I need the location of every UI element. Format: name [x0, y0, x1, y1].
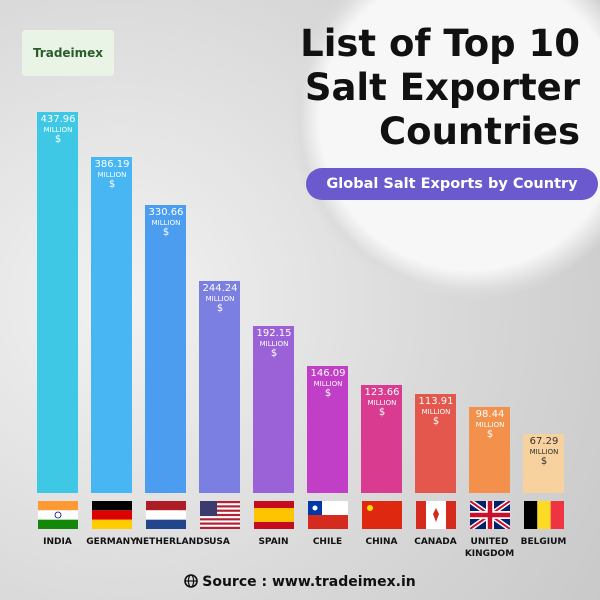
x-tick-label: USA	[209, 537, 230, 547]
flag	[253, 501, 294, 529]
value-label: 113.91	[418, 395, 454, 407]
bar	[415, 393, 456, 493]
globe-icon	[184, 574, 199, 588]
value-label: 386.19	[94, 159, 130, 171]
value-label: 244.24	[202, 282, 238, 294]
value-currency: $	[324, 387, 332, 399]
flag-icon	[361, 501, 402, 529]
value-unit: MILLION	[259, 339, 289, 348]
value-label: 67.29	[529, 436, 559, 448]
x-tick-label: CHINA	[365, 537, 398, 547]
value-unit: MILLION	[421, 407, 451, 416]
value-currency: $	[162, 227, 170, 239]
bar	[253, 325, 294, 493]
chart-subtitle: Global Salt Exports by Country	[306, 168, 598, 200]
bar	[145, 205, 186, 493]
flag-icon	[523, 501, 564, 529]
value-label: 330.66	[148, 207, 184, 219]
flag	[199, 501, 240, 529]
value-unit: MILLION	[97, 171, 127, 180]
x-tick-label: CHILE	[312, 537, 343, 547]
flag-icon	[145, 501, 186, 529]
bar	[361, 385, 402, 493]
flag	[307, 501, 348, 529]
bar	[199, 280, 240, 493]
value-unit: MILLION	[367, 399, 397, 408]
value-unit: MILLION	[313, 379, 343, 388]
value-unit: MILLION	[151, 219, 181, 228]
source-text: Source : www.tradeimex.in	[202, 574, 416, 590]
value-currency: $	[108, 179, 116, 191]
chart-title: List of Top 10 Salt Exporter Countries	[300, 22, 580, 153]
x-tick-label: UNITED KINGDOM	[464, 537, 515, 559]
flag	[37, 501, 78, 529]
value-unit: MILLION	[205, 294, 235, 303]
flag-icon	[415, 501, 456, 529]
flag	[361, 501, 402, 529]
value-unit: MILLION	[43, 126, 73, 134]
value-unit: MILLION	[475, 421, 505, 430]
flag	[145, 501, 186, 529]
flag-icon	[307, 501, 348, 529]
flag	[91, 501, 132, 529]
value-label: 146.09	[310, 367, 346, 379]
flag	[523, 501, 564, 529]
value-currency: $	[378, 407, 386, 419]
flag-icon	[37, 501, 78, 529]
value-currency: $	[540, 456, 548, 468]
bar	[37, 112, 78, 493]
value-currency: $	[432, 415, 440, 427]
bar	[523, 434, 564, 493]
flag-icon	[253, 501, 294, 529]
flag-icon	[91, 501, 132, 529]
flag	[468, 498, 511, 532]
value-label: 437.96	[40, 114, 76, 125]
value-currency: $	[486, 429, 494, 441]
flag	[415, 501, 456, 529]
value-currency: $	[54, 134, 62, 145]
bar	[469, 407, 510, 493]
value-label: 98.44	[475, 409, 505, 421]
x-tick-label: CANADA	[414, 537, 457, 547]
value-currency: $	[216, 302, 224, 314]
x-tick-label: NETHERLANDS	[135, 537, 211, 547]
x-tick-label: SPAIN	[258, 537, 289, 547]
value-label: 192.15	[256, 327, 292, 339]
value-label: 123.66	[364, 387, 400, 399]
flag-icon	[468, 498, 511, 532]
bar	[91, 157, 132, 493]
x-tick-label: INDIA	[43, 537, 72, 547]
flag-icon	[199, 501, 240, 529]
source: Source : www.tradeimex.in	[0, 574, 600, 590]
x-tick-label: GERMANY	[86, 537, 137, 547]
value-unit: MILLION	[529, 448, 559, 457]
bar	[307, 365, 348, 493]
x-tick-label: BELGIUM	[520, 537, 567, 547]
logo: Tradeimex	[22, 30, 114, 76]
value-currency: $	[270, 347, 278, 359]
